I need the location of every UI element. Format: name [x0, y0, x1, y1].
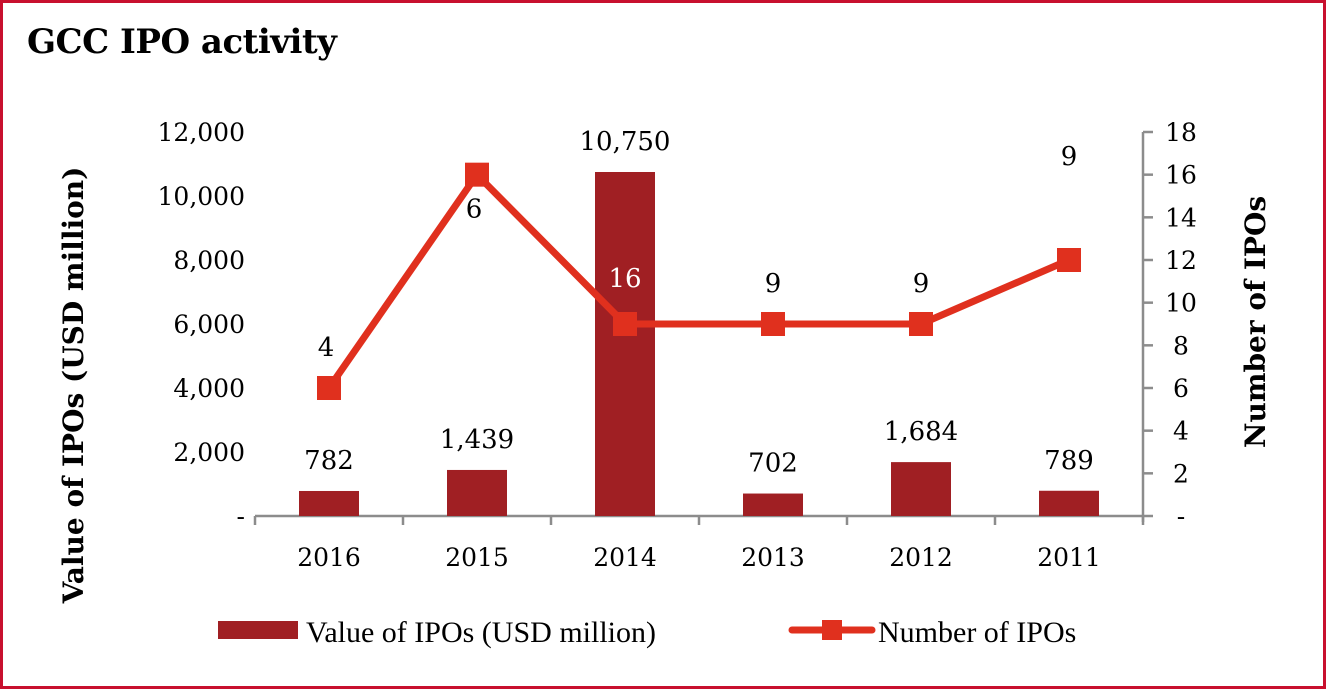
- left-axis-title: Value of IPOs (USD million): [57, 167, 90, 605]
- bar: [299, 490, 359, 516]
- line-data-label: 6: [466, 195, 483, 225]
- bar-data-label: 782: [304, 446, 354, 476]
- line-marker: [909, 312, 933, 336]
- legend-label-value: Value of IPOs (USD million): [306, 616, 656, 649]
- x-axis-tick-label: 2011: [1037, 543, 1101, 572]
- bar-data-label: 789: [1044, 446, 1094, 476]
- line-marker: [761, 312, 785, 336]
- legend-bar-swatch: [218, 621, 298, 639]
- bar: [743, 493, 803, 516]
- bar: [891, 462, 951, 516]
- left-axis-tick-label: -: [237, 502, 245, 531]
- left-axis-tick-label: 12,000: [158, 118, 245, 147]
- left-axis-tick-label: 8,000: [173, 246, 245, 275]
- line-marker: [613, 312, 637, 336]
- legend-line-marker: [822, 620, 842, 640]
- line-marker: [465, 162, 489, 187]
- chart-title: GCC IPO activity: [27, 22, 337, 62]
- bar-data-label: 10,750: [580, 127, 671, 157]
- x-axis-tick-label: 2015: [445, 543, 509, 572]
- right-axis-tick-label: 16: [1165, 161, 1197, 190]
- line-series: [326, 171, 1071, 390]
- right-axis-tick-label: 12: [1165, 246, 1197, 275]
- right-axis-tick-label: 6: [1173, 374, 1189, 403]
- x-axis-tick-label: 2013: [741, 543, 805, 572]
- right-axis-tick-label: 2: [1173, 459, 1189, 488]
- line-data-label: 9: [1061, 142, 1078, 172]
- bar-data-label: 1,439: [440, 425, 514, 455]
- line-data-label: 9: [765, 269, 782, 299]
- line-marker: [1057, 248, 1081, 272]
- bar: [447, 469, 507, 516]
- bar: [1039, 490, 1099, 516]
- line-data-label: 16: [608, 264, 641, 294]
- right-axis-tick-label: 4: [1173, 417, 1189, 446]
- right-axis-tick-label: 18: [1165, 118, 1197, 147]
- x-axis-tick-label: 2012: [889, 543, 953, 572]
- legend-label-number: Number of IPOs: [878, 616, 1076, 649]
- x-axis-tick-label: 2014: [593, 543, 657, 572]
- bar: [595, 172, 655, 516]
- left-axis-tick-label: 4,000: [173, 374, 245, 403]
- right-axis-title: Number of IPOs: [1239, 196, 1272, 448]
- x-axis-tick-label: 2016: [297, 543, 361, 572]
- right-axis-tick-label: 14: [1165, 203, 1197, 232]
- right-axis-tick-label: 8: [1173, 331, 1189, 360]
- right-axis-tick-label: 10: [1165, 289, 1197, 318]
- right-axis-tick-label: -: [1177, 502, 1185, 531]
- line-data-label: 9: [913, 269, 930, 299]
- line-data-label: 4: [318, 333, 335, 363]
- left-axis-tick-label: 6,000: [173, 310, 245, 339]
- left-axis-tick-label: 2,000: [173, 438, 245, 467]
- left-axis-tick-label: 10,000: [158, 182, 245, 211]
- line-marker: [317, 376, 341, 400]
- bar-data-label: 702: [748, 449, 798, 479]
- bar-data-label: 1,684: [884, 417, 958, 447]
